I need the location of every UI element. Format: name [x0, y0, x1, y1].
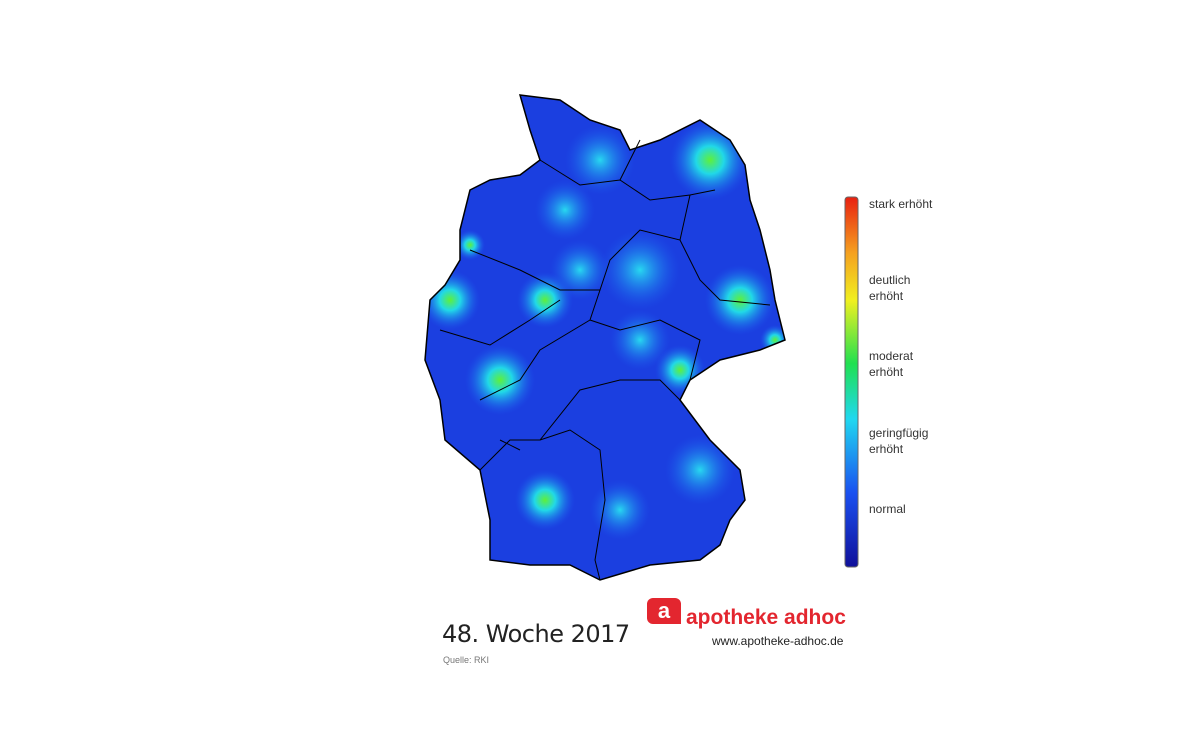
legend-label: stark erhöht: [869, 197, 933, 211]
legend-label: geringfügig erhöht: [869, 426, 929, 456]
color-scale: [844, 196, 859, 568]
logo-name: apotheke adhoc: [686, 606, 846, 629]
title: 48. Woche 2017: [442, 620, 630, 648]
logo-url: www.apotheke-adhoc.de: [712, 634, 844, 648]
state-borders: [424, 94, 786, 581]
source: Quelle: RKI: [443, 655, 490, 665]
logo-icon: a: [658, 598, 671, 623]
legend-label: deutlich erhöht: [869, 273, 911, 303]
legend-label: moderat erhöht: [869, 349, 914, 379]
legend-label: normal: [869, 502, 906, 516]
logo-icon-bg: [647, 598, 681, 624]
map-fill: [425, 95, 785, 580]
